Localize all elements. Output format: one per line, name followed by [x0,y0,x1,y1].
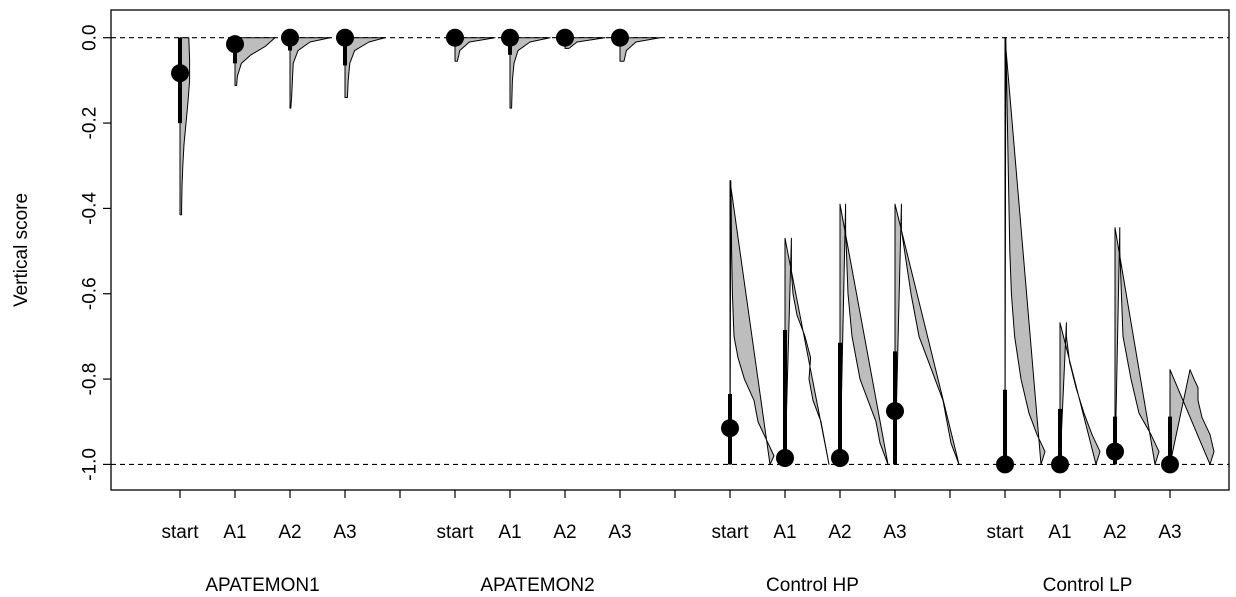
x-tick-label: A3 [608,522,631,543]
y-tick-label: -0.2 [80,107,101,140]
x-tick-label: start [437,522,475,543]
violin-shape [454,37,496,62]
median-point [1161,455,1179,474]
x-tick-label: A1 [773,522,796,543]
y-tick-label: -1.0 [80,448,101,481]
y-tick-label: 0.0 [80,25,101,51]
x-tick-label: A1 [223,522,246,543]
x-tick-label: A3 [1158,522,1181,543]
median-point [721,419,739,438]
group-label: Control LP [1043,575,1133,596]
violin-shape [1004,37,1046,465]
median-point [501,28,519,47]
x-tick-label: A2 [828,522,851,543]
group-label: APATEMON2 [480,575,594,596]
median-point [776,449,794,467]
interval-bars-layer [178,37,1172,465]
violin-shape [179,37,191,216]
median-point [556,28,574,47]
median-point [1051,455,1069,474]
violin-shape [839,203,889,465]
median-point [336,28,354,47]
median-point [886,402,904,421]
violin-shape [784,237,830,465]
x-tick-label: A2 [1103,522,1126,543]
median-point [996,455,1014,474]
violin-shape [509,37,551,109]
plot-frame [110,9,1230,491]
violin-shape [344,37,386,98]
violin-shape [1059,322,1101,465]
median-points-layer [171,28,1179,474]
x-axis: start A1 A2 A3 APATEMON1 start A1 A2 A3 APATEMON2… [162,490,1182,596]
x-tick-label: start [987,522,1025,543]
median-point [226,35,244,54]
group-label: APATEMON1 [205,575,319,596]
violin-shape [289,37,331,109]
x-tick-label: start [162,522,200,543]
x-tick-label: A3 [883,522,906,543]
x-tick-label: A2 [553,522,576,543]
violin-shape [1114,227,1160,465]
group-label: Control HP [766,575,859,596]
x-tick-label: start [712,522,750,543]
x-tick-label: A2 [278,522,301,543]
x-tick-label: A3 [333,522,356,543]
median-point [611,28,629,47]
median-point [831,449,849,467]
y-axis: 0.0 -0.2 -0.4 -0.6 -0.8 -1.0 [80,25,111,481]
y-tick-label: -0.6 [80,277,101,310]
y-tick-label: -0.4 [80,192,101,225]
x-tick-label: A1 [1048,522,1071,543]
violin-shape [234,37,276,87]
median-point [171,64,189,83]
reference-lines [111,37,1229,465]
y-tick-label: -0.8 [80,363,101,396]
violin-shape [1169,369,1215,465]
y-axis-title: Vertical score [11,193,32,307]
median-point [446,28,464,47]
median-point [281,28,299,47]
violin-shape [894,203,960,465]
violins-layer [179,37,1215,465]
median-point [1106,442,1124,461]
violin-shape [729,180,775,465]
x-tick-label: A1 [498,522,521,543]
violin-shape [619,37,661,62]
